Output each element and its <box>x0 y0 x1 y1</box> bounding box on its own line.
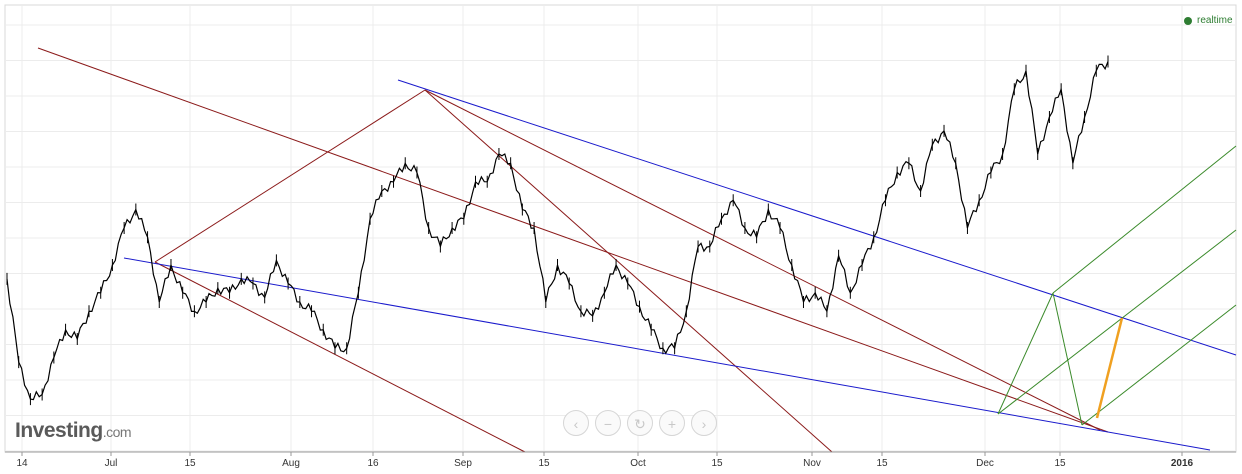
chevron-left-icon: ‹ <box>573 416 579 432</box>
green-trendline <box>1052 292 1083 426</box>
green-trendline <box>1052 145 1237 294</box>
x-tick-label: Dec <box>976 458 994 469</box>
realtime-label: realtime <box>1197 15 1233 26</box>
scroll-right-button[interactable]: › <box>691 410 717 436</box>
chart-controls: ‹ − ↻ + › <box>563 410 717 436</box>
x-tick-label: 14 <box>16 458 28 469</box>
x-tick-label: 15 <box>876 458 888 469</box>
plus-icon: + <box>667 416 677 432</box>
red-trendline <box>424 89 833 453</box>
scroll-left-button[interactable]: ‹ <box>563 410 589 436</box>
zoom-out-button[interactable]: − <box>595 410 621 436</box>
logo-name: Investing <box>15 419 103 442</box>
minus-icon: − <box>603 416 613 432</box>
x-tick-label: 15 <box>538 458 550 469</box>
red-trendline <box>37 47 1109 433</box>
orange-projection-line <box>1095 317 1124 419</box>
blue-trendline <box>123 257 1211 451</box>
x-tick-label: Nov <box>803 458 821 469</box>
x-tick-label: Jul <box>105 458 118 469</box>
red-trendline <box>154 261 526 453</box>
blue-trendline <box>397 79 1237 356</box>
x-tick-label: Sep <box>454 458 472 469</box>
chevron-right-icon: › <box>701 416 707 432</box>
logo-suffix: .com <box>102 424 132 440</box>
refresh-icon: ↻ <box>634 416 646 432</box>
realtime-indicator: realtime <box>1184 15 1233 26</box>
x-tick-label: 2016 <box>1171 458 1194 469</box>
green-trendline <box>997 292 1054 415</box>
plot-area <box>4 4 1237 453</box>
x-tick-label: 16 <box>367 458 379 469</box>
x-tick-label: Aug <box>282 458 300 469</box>
x-axis: 14 Jul 15 Aug 16 Sep 15 Oct 15 Nov 15 Dec 15 2016 <box>5 451 1236 469</box>
x-tick-label: 15 <box>711 458 723 469</box>
x-tick-label: 15 <box>1054 458 1066 469</box>
red-trendline <box>154 89 426 263</box>
zoom-in-button[interactable]: + <box>659 410 685 436</box>
x-tick-label: Oct <box>630 458 646 469</box>
price-series <box>6 55 1109 406</box>
trendline-drawings <box>37 47 1237 453</box>
green-trendline <box>997 229 1237 415</box>
investing-logo: Investing.com <box>15 419 132 443</box>
red-trendline <box>424 89 1101 431</box>
x-tick-label: 15 <box>184 458 196 469</box>
green-trendline <box>1081 304 1237 426</box>
status-dot-icon <box>1184 16 1192 25</box>
reset-button[interactable]: ↻ <box>627 410 653 436</box>
grid <box>4 4 1237 453</box>
